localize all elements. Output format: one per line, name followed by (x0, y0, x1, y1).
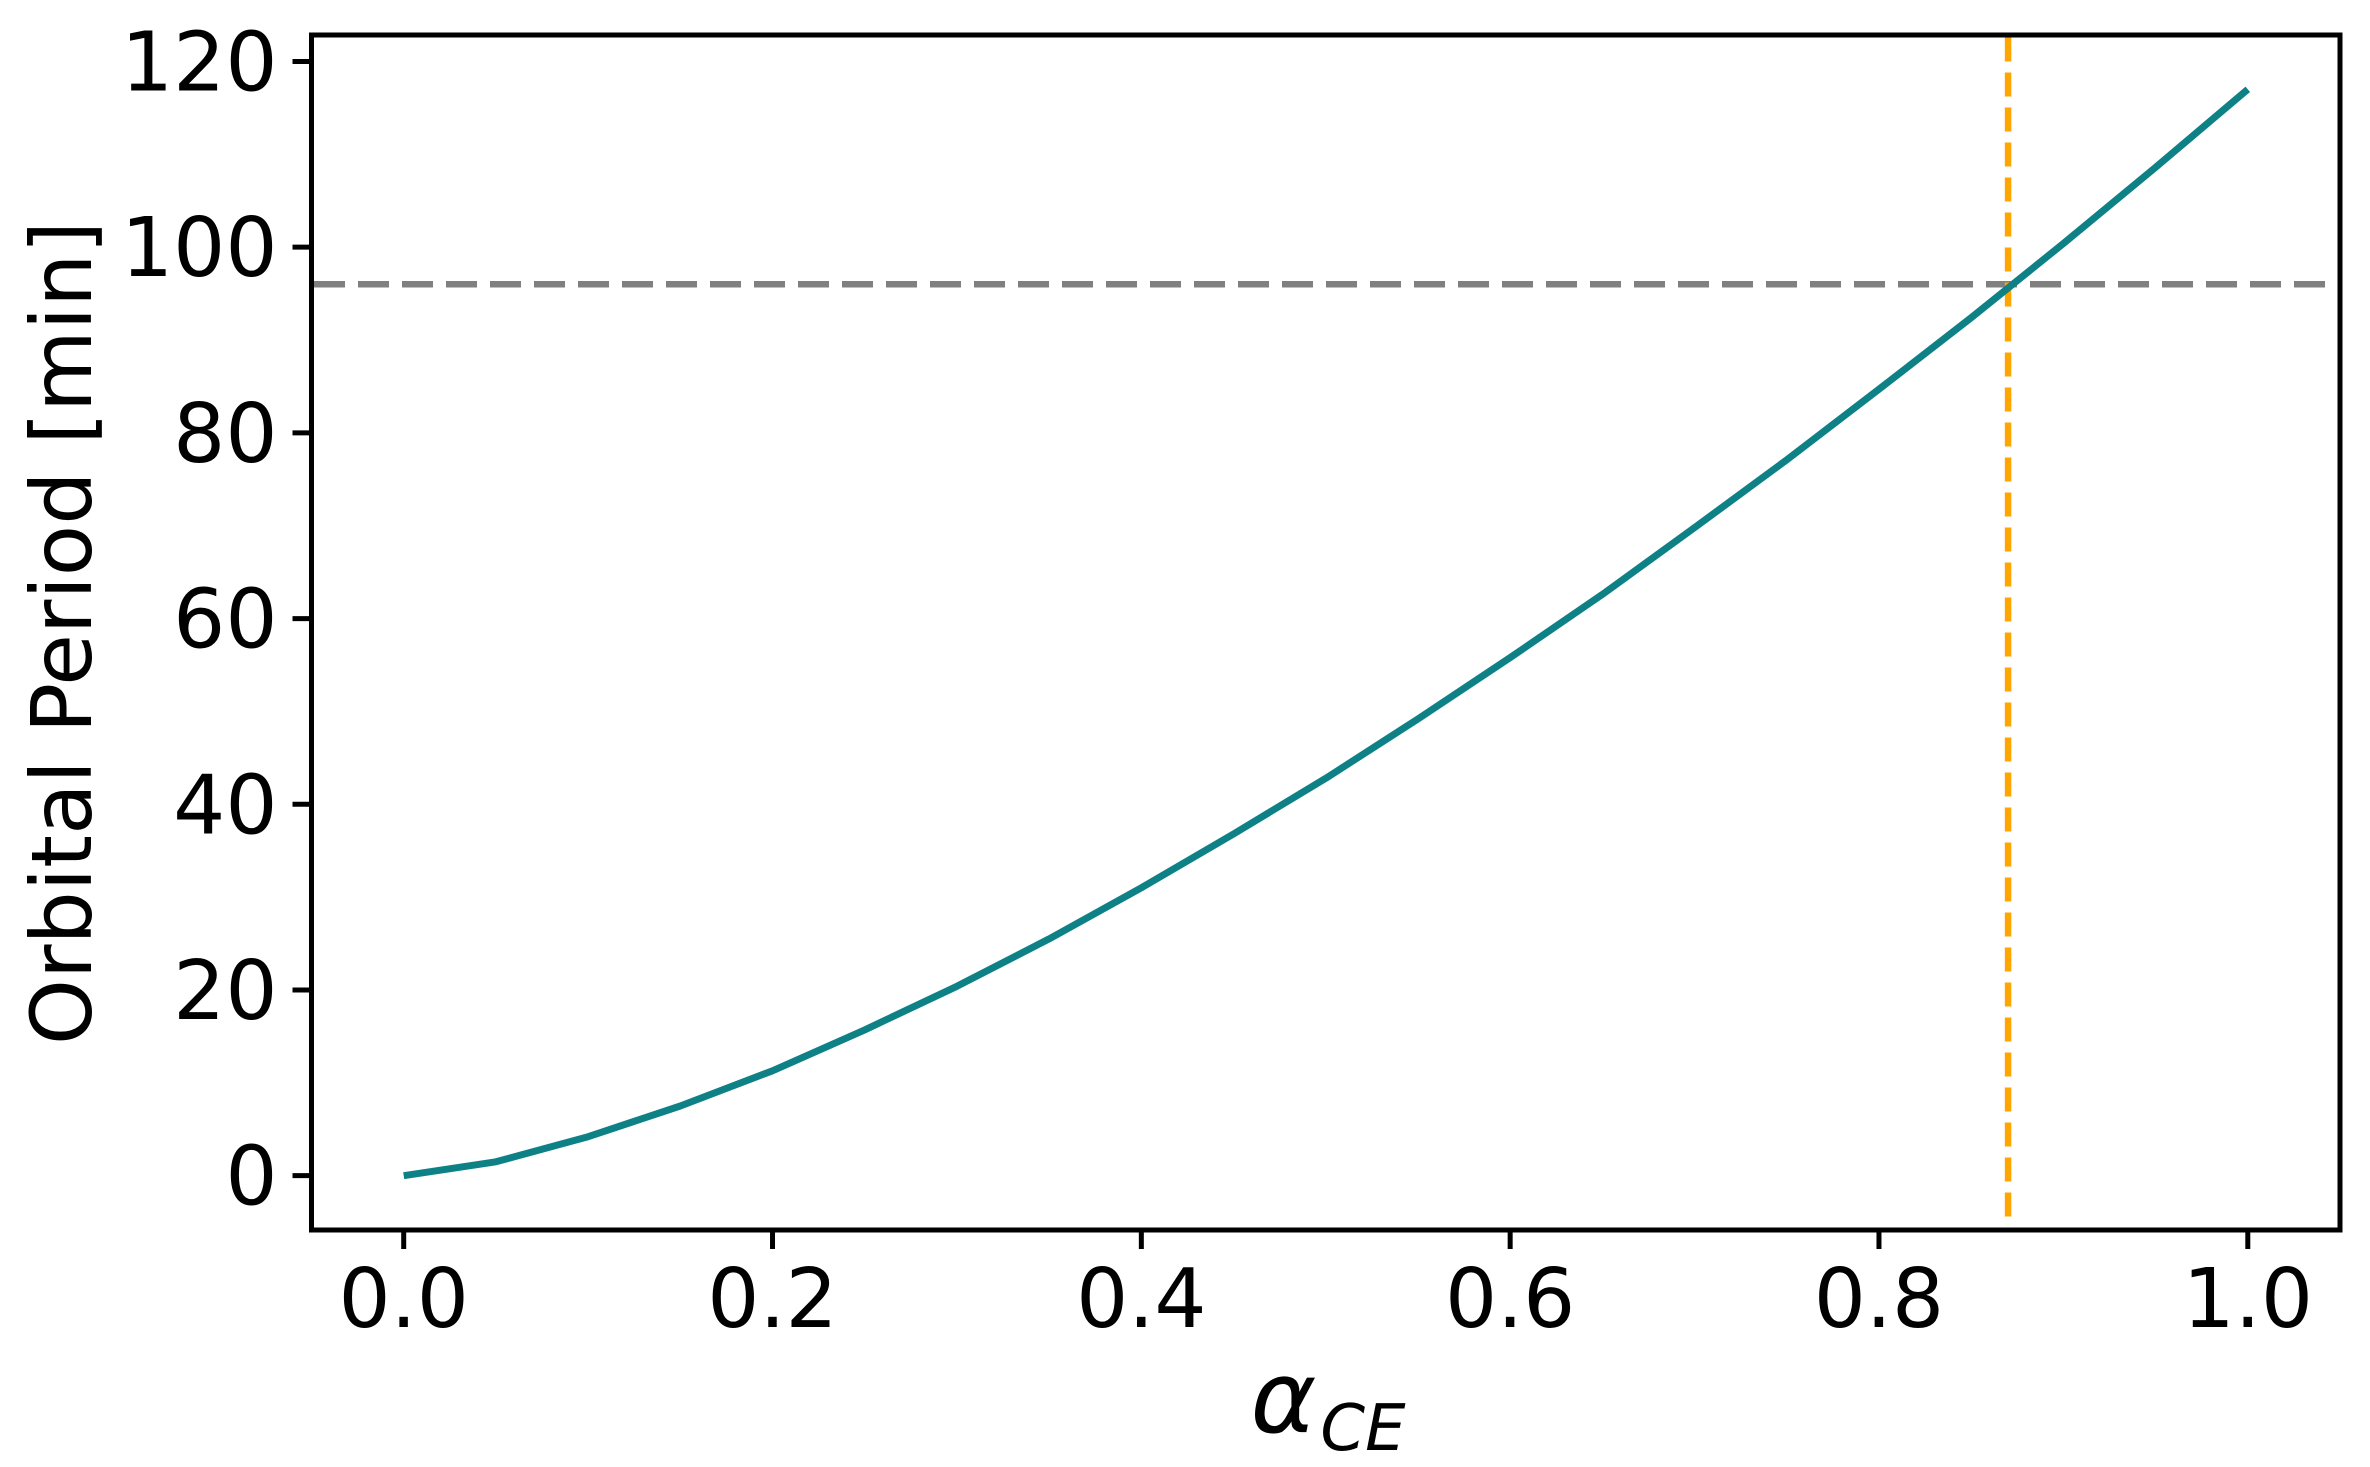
x-axis-label-alpha: α (1250, 1339, 1317, 1456)
y-tick-label: 100 (121, 201, 278, 296)
y-tick-label: 40 (173, 758, 277, 853)
orbital-period-curve (403, 86, 2251, 1180)
y-tick-label: 80 (173, 387, 277, 482)
x-tick-label: 0.4 (1076, 1252, 1206, 1347)
plot-spines (309, 32, 2343, 1233)
y-axis-label: Orbital Period [min] (13, 220, 111, 1046)
x-tick-label: 1.0 (2183, 1252, 2313, 1347)
x-tick-label: 0.2 (707, 1252, 837, 1347)
y-tick-label: 60 (173, 573, 277, 668)
y-tick-label: 0 (225, 1130, 277, 1225)
x-axis-label: αCE (1250, 1348, 1405, 1462)
x-tick-label: 0.8 (1814, 1252, 1944, 1347)
y-tick-label: 20 (173, 944, 277, 1039)
x-axis-label-subscript: CE (1320, 1392, 1406, 1466)
y-tick-label: 120 (121, 15, 278, 110)
x-tick-label: 0.0 (338, 1252, 468, 1347)
x-tick-label: 0.6 (1445, 1252, 1575, 1347)
